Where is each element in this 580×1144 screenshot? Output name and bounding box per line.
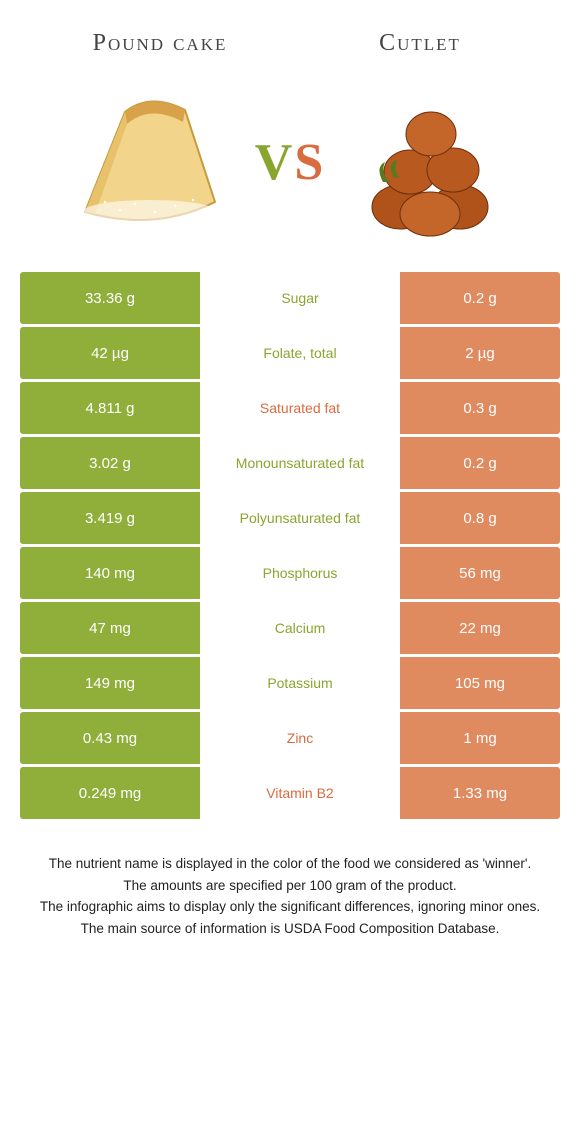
- table-row: 47 mgCalcium22 mg: [20, 602, 560, 654]
- left-value-cell: 149 mg: [20, 657, 200, 709]
- left-food-image: [65, 82, 235, 242]
- table-row: 140 mgPhosphorus56 mg: [20, 547, 560, 599]
- right-value-cell: 1 mg: [400, 712, 560, 764]
- footer-notes: The nutrient name is displayed in the co…: [20, 854, 560, 938]
- left-value-cell: 42 µg: [20, 327, 200, 379]
- footer-line-3: The infographic aims to display only the…: [35, 897, 545, 917]
- right-value-cell: 105 mg: [400, 657, 560, 709]
- footer-line-4: The main source of information is USDA F…: [35, 919, 545, 939]
- right-value-cell: 0.2 g: [400, 272, 560, 324]
- title-row: Pound cake Cutlet: [20, 30, 560, 57]
- table-row: 42 µgFolate, total2 µg: [20, 327, 560, 379]
- table-row: 0.43 mgZinc1 mg: [20, 712, 560, 764]
- table-row: 149 mgPotassium105 mg: [20, 657, 560, 709]
- footer-line-1: The nutrient name is displayed in the co…: [35, 854, 545, 874]
- nutrient-label-cell: Potassium: [200, 657, 400, 709]
- right-value-cell: 2 µg: [400, 327, 560, 379]
- table-row: 33.36 gSugar0.2 g: [20, 272, 560, 324]
- left-value-cell: 0.249 mg: [20, 767, 200, 819]
- nutrient-label-cell: Phosphorus: [200, 547, 400, 599]
- table-row: 3.419 gPolyunsaturated fat0.8 g: [20, 492, 560, 544]
- footer-line-2: The amounts are specified per 100 gram o…: [35, 876, 545, 896]
- vs-label: VS: [255, 133, 325, 192]
- nutrient-label-cell: Saturated fat: [200, 382, 400, 434]
- right-value-cell: 1.33 mg: [400, 767, 560, 819]
- left-value-cell: 47 mg: [20, 602, 200, 654]
- nutrient-label-cell: Polyunsaturated fat: [200, 492, 400, 544]
- nutrient-label-cell: Folate, total: [200, 327, 400, 379]
- table-row: 4.811 gSaturated fat0.3 g: [20, 382, 560, 434]
- nutrient-table: 33.36 gSugar0.2 g42 µgFolate, total2 µg4…: [20, 272, 560, 819]
- nutrient-label-cell: Sugar: [200, 272, 400, 324]
- right-value-cell: 0.3 g: [400, 382, 560, 434]
- left-value-cell: 3.02 g: [20, 437, 200, 489]
- right-value-cell: 22 mg: [400, 602, 560, 654]
- left-food-title: Pound cake: [30, 30, 290, 57]
- infographic-container: Pound cake Cutlet VS: [0, 0, 580, 960]
- left-value-cell: 4.811 g: [20, 382, 200, 434]
- left-value-cell: 33.36 g: [20, 272, 200, 324]
- vs-s-letter: S: [294, 134, 325, 191]
- right-food-title: Cutlet: [290, 30, 550, 57]
- table-row: 0.249 mgVitamin B21.33 mg: [20, 767, 560, 819]
- nutrient-label-cell: Vitamin B2: [200, 767, 400, 819]
- right-value-cell: 0.8 g: [400, 492, 560, 544]
- right-value-cell: 56 mg: [400, 547, 560, 599]
- right-value-cell: 0.2 g: [400, 437, 560, 489]
- vs-v-letter: V: [255, 134, 295, 191]
- right-food-image: [345, 82, 515, 242]
- left-value-cell: 140 mg: [20, 547, 200, 599]
- vs-hero-row: VS: [20, 82, 560, 242]
- left-value-cell: 3.419 g: [20, 492, 200, 544]
- table-row: 3.02 gMonounsaturated fat0.2 g: [20, 437, 560, 489]
- left-value-cell: 0.43 mg: [20, 712, 200, 764]
- nutrient-label-cell: Monounsaturated fat: [200, 437, 400, 489]
- nutrient-label-cell: Zinc: [200, 712, 400, 764]
- nutrient-label-cell: Calcium: [200, 602, 400, 654]
